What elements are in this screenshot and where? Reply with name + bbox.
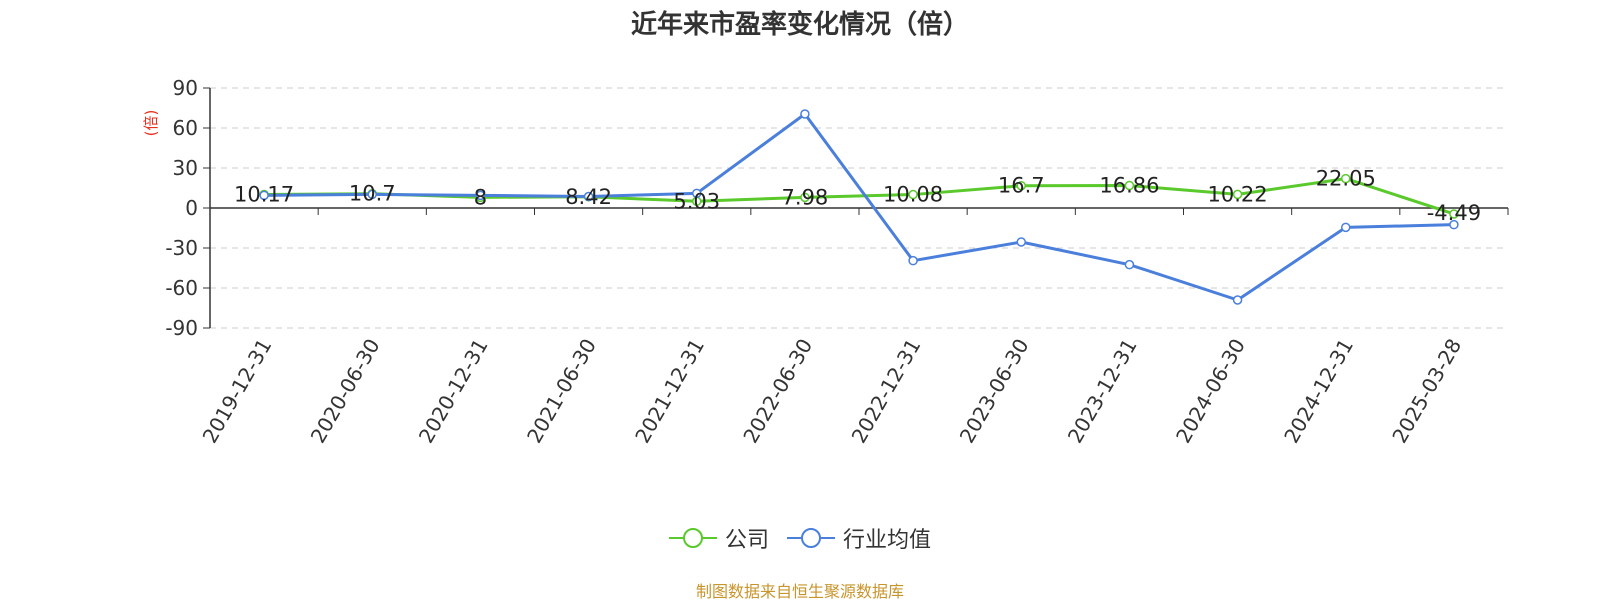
y-tick-label: 30 (173, 156, 198, 180)
data-point-industry (583, 191, 594, 202)
data-point-industry (1232, 295, 1243, 305)
grid-layer (210, 87, 1508, 329)
legend-label-company: 公司 (724, 528, 769, 553)
x-tick-label: 2024-06-30 (1171, 335, 1250, 448)
data-point-industry (1124, 259, 1135, 270)
legend: 公司 行业均值 (0, 522, 1600, 554)
data-label-company: 8.42 (565, 185, 612, 209)
data-point-company (1449, 209, 1459, 219)
data-point-company (1124, 180, 1135, 191)
legend-item-company[interactable]: 公司 (668, 522, 769, 554)
data-label-company: 10.7 (349, 182, 396, 206)
data-label-company: 7.98 (782, 185, 829, 209)
x-tick-label: 2023-06-30 (955, 335, 1034, 448)
y-tick-label: 0 (185, 196, 198, 220)
data-point-company (1016, 180, 1026, 191)
x-tick-label: 2021-06-30 (522, 335, 601, 448)
y-tick-label: 60 (173, 116, 198, 140)
series-line-industry (264, 112, 1454, 302)
legend-item-industry[interactable]: 行业均值 (787, 522, 931, 554)
y-tick-label: -90 (165, 316, 198, 340)
legend-label-industry: 行业均值 (843, 528, 932, 553)
x-tick-label: 2021-12-31 (630, 335, 709, 448)
data-point-company (908, 189, 918, 200)
data-point-industry (800, 109, 810, 119)
x-tick-label: 2019-12-31 (198, 335, 277, 448)
legend-swatch-industry (787, 528, 835, 548)
y-tick-label: 90 (173, 76, 198, 100)
x-tick-label: 2022-06-30 (738, 335, 817, 448)
data-label-company: 16.86 (1099, 174, 1159, 198)
data-label-company: -4.49 (1427, 201, 1481, 225)
data-label-company: 8 (474, 185, 487, 209)
data-point-industry (908, 255, 918, 266)
label-layer: 10.17 10.7 8 8.42 5.03 7.98 10.08 16.7 16.86 10.2… (234, 167, 1481, 225)
data-label-company: 22.05 (1316, 167, 1376, 191)
data-label-company: 16.7 (998, 174, 1045, 198)
data-point-company (1232, 189, 1243, 200)
x-tick-label: 2020-06-30 (306, 335, 385, 448)
data-label-company: 5.03 (673, 189, 720, 213)
data-label-company: 10.08 (883, 183, 943, 207)
y-tick-label: -30 (165, 236, 198, 260)
data-label-company: 10.22 (1208, 182, 1268, 206)
data-point-industry (367, 189, 377, 200)
x-tick-label: 2023-12-31 (1063, 335, 1142, 448)
y-tick-label: -60 (165, 276, 198, 300)
series-line-company (264, 177, 1455, 216)
data-point-industry (259, 190, 269, 201)
chart-title: 近年来市盈率变化情况（倍） (630, 10, 969, 40)
source-note: 制图数据来自恒生聚源数据库 (695, 582, 904, 601)
data-point-industry (1341, 222, 1351, 233)
data-point-industry (1016, 237, 1026, 247)
x-tick-label: 2020-12-31 (414, 335, 493, 448)
legend-swatch-company (668, 528, 717, 548)
data-point-industry (475, 190, 486, 201)
data-point-company (800, 192, 810, 203)
x-tick-label: 2024-12-31 (1279, 335, 1358, 448)
data-point-industry (1449, 219, 1459, 230)
data-point-company (1341, 173, 1351, 184)
data-point-industry (692, 188, 702, 199)
x-tick-label: 2022-12-31 (847, 335, 926, 448)
series-layer (259, 109, 1459, 305)
x-tick-label: 2025-03-28 (1387, 335, 1466, 448)
y-axis-label: (倍) (142, 110, 160, 137)
data-label-company: 10.17 (234, 182, 294, 206)
